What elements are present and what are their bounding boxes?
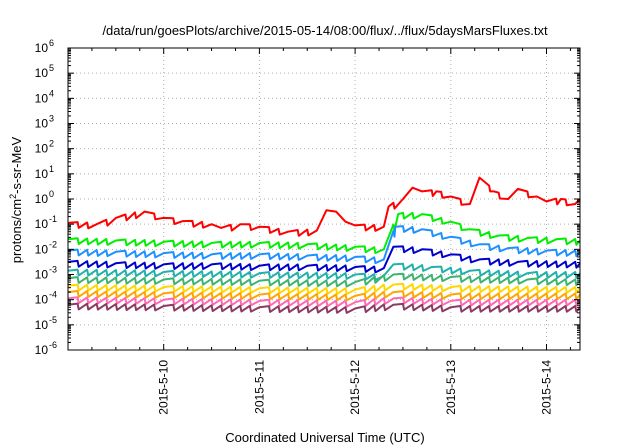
y-tick-label: 10 [35,167,49,181]
y-tick-base: 10 [35,66,49,80]
series-line-1 [67,176,581,237]
y-tick-exponent: -4 [49,290,57,300]
y-tick-label: 10 [35,217,49,231]
x-tick-label: 2015-5-14 [540,360,554,415]
y-tick-exponent: 1 [49,164,54,174]
series-group [67,176,581,314]
y-tick-base: 10 [35,343,49,357]
y-tick-base: 10 [35,167,49,181]
x-tick-label: 2015-5-13 [444,360,458,415]
y-tick-label: 10 [35,192,49,206]
y-tick-base: 10 [35,91,49,105]
series-line-3 [67,225,581,265]
series-line-4 [67,245,581,274]
y-tick-exponent: 0 [49,189,54,199]
y-tick-label: 10 [35,293,49,307]
x-tick-label: 2015-5-11 [252,360,266,414]
y-tick-label: 10 [35,142,49,156]
y-axis-label: protons/cm2-s-sr-MeV [8,136,24,263]
y-tick-label: 10 [35,318,49,332]
y-tick-exponent: 4 [49,88,54,98]
chart-title: /data/run/goesPlots/archive/2015-05-14/0… [102,23,548,38]
y-tick-exponent: 3 [49,114,54,124]
series-line-9 [67,296,581,308]
y-tick-base: 10 [35,192,49,206]
y-tick-exponent: -2 [49,239,57,249]
y-tick-base: 10 [35,242,49,256]
y-tick-exponent: 6 [49,38,54,48]
y-tick-base: 10 [35,117,49,131]
y-axis-label-sup: 2 [8,194,18,199]
series-line-7 [67,282,581,295]
y-tick-label: 10 [35,268,49,282]
y-tick-exponent: -5 [49,315,57,325]
y-tick-label: 10 [35,343,49,357]
axis-ticks [68,47,580,351]
series-line-8 [67,290,581,302]
y-tick-label: 10 [35,242,49,256]
y-tick-base: 10 [35,293,49,307]
y-tick-exponent: -1 [49,214,57,224]
x-tick-label: 2015-5-10 [157,360,171,415]
x-axis-tick-labels: 2015-5-10 2015-5-11 2015-5-12 2015-5-13 2015… [157,360,554,415]
y-tick-base: 10 [35,217,49,231]
y-tick-label: 10 [35,91,49,105]
y-axis-label-base: protons/cm [9,199,24,263]
series-line-6 [67,272,581,288]
y-tick-base: 10 [35,268,49,282]
y-tick-base: 10 [35,318,49,332]
y-tick-exponent: -3 [49,265,57,275]
y-tick-exponent: 2 [49,139,54,149]
y-axis-tick-labels: 10 -610 -510 -410 -310 -210 -110 010 110 210 310 41… [35,38,57,357]
series-line-10 [67,302,581,314]
y-tick-exponent: -6 [49,340,57,350]
y-tick-label: 10 [35,41,49,55]
y-tick-label: 10 [35,66,49,80]
y-axis-label-rest: -s-sr-MeV [9,136,24,193]
series-line-5 [67,262,581,281]
y-tick-exponent: 5 [49,63,54,73]
y-tick-label: 10 [35,117,49,131]
y-tick-base: 10 [35,41,49,55]
x-axis-label: Coordinated Universal Time (UTC) [225,430,424,445]
y-tick-base: 10 [35,142,49,156]
series-line-2 [67,211,581,254]
x-tick-label: 2015-5-12 [348,360,362,415]
